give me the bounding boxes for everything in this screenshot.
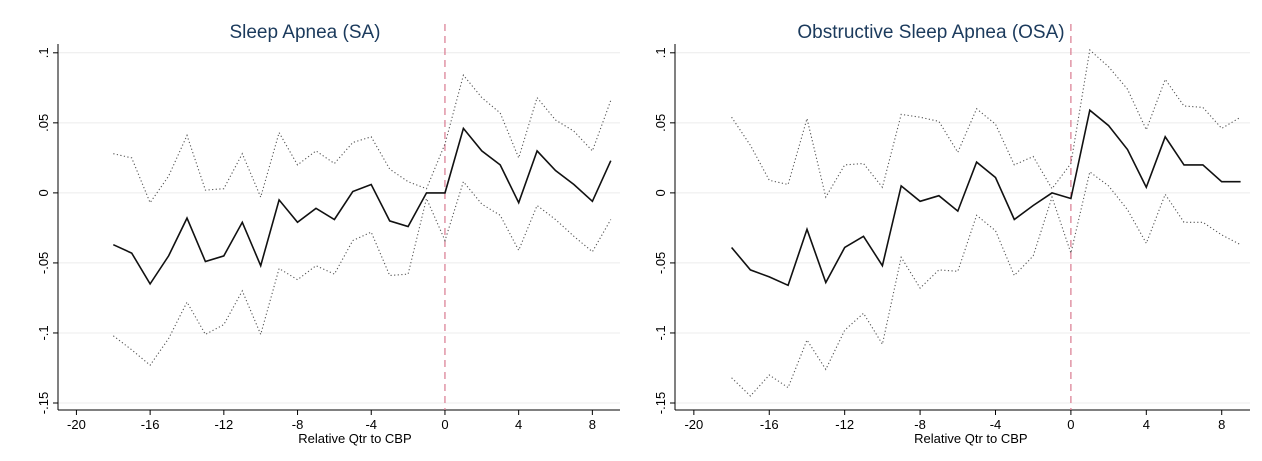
chart-panel-sleep-apnea: Sleep Apnea (SA) .1 .05 0 -.05 -.1 -.15 -20 -16… bbox=[36, 22, 620, 446]
x-tick-label: -16 bbox=[141, 417, 160, 432]
chart-title: Sleep Apnea (SA) bbox=[229, 22, 381, 43]
x-tick-label: -4 bbox=[365, 417, 377, 432]
line-chart-sleep-apnea: .1 .05 0 -.05 -.1 -.15 -20 -16 -12 -8 -4 0 4 8 Relativ… bbox=[36, 24, 620, 446]
y-tick-label: .05 bbox=[36, 114, 51, 132]
x-tick-label: 8 bbox=[589, 417, 596, 432]
series-line-confidence-bound bbox=[731, 48, 1241, 199]
series-line-confidence-bound bbox=[112, 180, 612, 367]
x-tick-label: -16 bbox=[760, 417, 779, 432]
x-tick-label: 4 bbox=[515, 417, 522, 432]
y-tick-label: -.15 bbox=[36, 392, 51, 414]
chart-title: Obstructive Sleep Apnea (OSA) bbox=[797, 22, 1065, 43]
y-tick-label: -.1 bbox=[36, 325, 51, 340]
line-chart-obstructive-sleep-apnea: .1 .05 0 -.05 -.1 -.15 -20 -16 -12 -8 -4 0 4 8 Relativ… bbox=[653, 24, 1250, 446]
x-axis-title: Relative Qtr to CBP bbox=[914, 431, 1027, 446]
x-tick-label: -8 bbox=[914, 417, 926, 432]
x-axis-title: Relative Qtr to CBP bbox=[298, 431, 411, 446]
y-tick-label: .05 bbox=[653, 114, 668, 132]
x-tick-label: 4 bbox=[1143, 417, 1150, 432]
x-tick-label: -20 bbox=[684, 417, 703, 432]
y-tick-label: -.1 bbox=[653, 325, 668, 340]
y-tick-label: .1 bbox=[36, 47, 51, 58]
x-tick-label: 0 bbox=[1067, 417, 1074, 432]
x-tick-label: 8 bbox=[1218, 417, 1225, 432]
x-tick-label: -8 bbox=[292, 417, 304, 432]
series-line-confidence-bound bbox=[113, 74, 612, 204]
y-tick-label: -.15 bbox=[653, 392, 668, 414]
x-tick-label: 0 bbox=[441, 417, 448, 432]
y-tick-label: 0 bbox=[36, 189, 51, 196]
series-line-confidence-bound bbox=[731, 170, 1241, 397]
y-tick-label: .1 bbox=[653, 47, 668, 58]
chart-panel-obstructive-sleep-apnea: Obstructive Sleep Apnea (OSA) .1 .05 0 -.05… bbox=[631, 0, 1262, 461]
x-tick-label: -4 bbox=[990, 417, 1002, 432]
series-line-estimate bbox=[112, 126, 612, 286]
y-tick-label: -.05 bbox=[653, 252, 668, 274]
y-tick-label: -.05 bbox=[36, 252, 51, 274]
x-tick-label: -20 bbox=[67, 417, 86, 432]
series-line-estimate bbox=[730, 108, 1241, 287]
x-tick-label: -12 bbox=[835, 417, 854, 432]
x-tick-label: -12 bbox=[214, 417, 233, 432]
y-tick-label: 0 bbox=[653, 189, 668, 196]
